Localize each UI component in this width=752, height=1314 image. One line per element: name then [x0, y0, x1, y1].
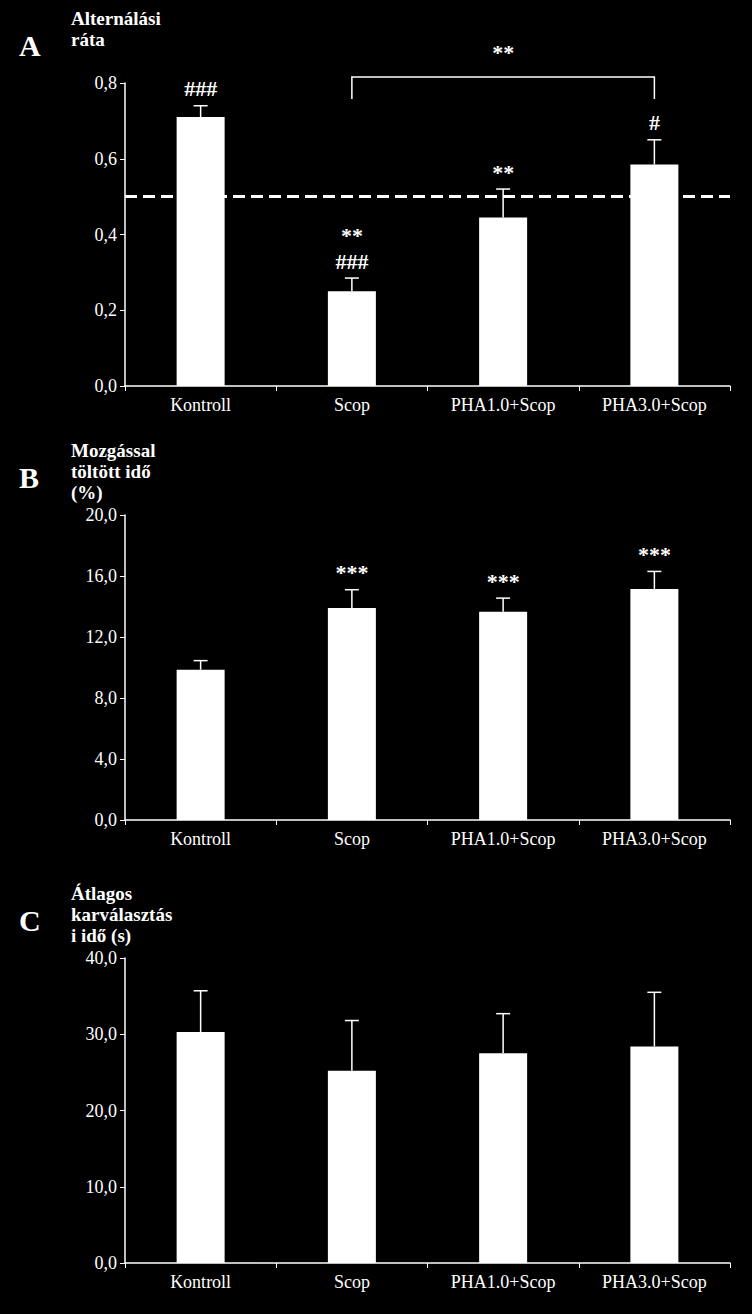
svg-text:###: ###: [184, 76, 217, 101]
svg-text:4,0: 4,0: [95, 749, 118, 769]
svg-text:(%): (%): [71, 482, 103, 504]
svg-text:PHA1.0+Scop: PHA1.0+Scop: [451, 829, 556, 849]
svg-text:Scop: Scop: [334, 395, 370, 415]
svg-text:12,0: 12,0: [86, 627, 118, 647]
svg-text:0,4: 0,4: [95, 225, 118, 245]
svg-text:8,0: 8,0: [95, 688, 118, 708]
svg-text:###: ###: [335, 249, 368, 274]
svg-text:Kontroll: Kontroll: [170, 1272, 231, 1292]
svg-text:C: C: [19, 904, 41, 937]
svg-text:#: #: [649, 110, 660, 135]
svg-text:0,2: 0,2: [95, 300, 118, 320]
svg-text:A: A: [19, 29, 41, 62]
svg-text:20,0: 20,0: [86, 505, 118, 525]
svg-text:40,0: 40,0: [86, 948, 118, 968]
svg-text:PHA1.0+Scop: PHA1.0+Scop: [451, 1272, 556, 1292]
svg-text:0,8: 0,8: [95, 73, 118, 93]
svg-text:10,0: 10,0: [86, 1177, 118, 1197]
svg-text:PHA1.0+Scop: PHA1.0+Scop: [451, 395, 556, 415]
svg-text:Kontroll: Kontroll: [170, 395, 231, 415]
svg-text:16,0: 16,0: [86, 566, 118, 586]
svg-text:i idő (s): i idő (s): [71, 925, 131, 947]
svg-text:**: **: [492, 160, 514, 185]
svg-text:PHA3.0+Scop: PHA3.0+Scop: [602, 395, 707, 415]
svg-text:karválasztás: karválasztás: [71, 904, 172, 925]
svg-text:PHA3.0+Scop: PHA3.0+Scop: [602, 1272, 707, 1292]
svg-text:B: B: [19, 461, 39, 494]
svg-text:**: **: [341, 223, 363, 248]
svg-text:***: ***: [638, 542, 671, 567]
svg-text:Alternálási: Alternálási: [71, 8, 165, 29]
svg-text:30,0: 30,0: [86, 1024, 118, 1044]
svg-text:Scop: Scop: [334, 1272, 370, 1292]
svg-text:Scop: Scop: [334, 829, 370, 849]
svg-text:0,0: 0,0: [95, 1253, 118, 1273]
svg-text:töltött idő: töltött idő: [71, 461, 155, 482]
svg-text:Átlagos: Átlagos: [71, 883, 137, 904]
svg-text:ráta: ráta: [71, 29, 105, 50]
svg-text:20,0: 20,0: [86, 1101, 118, 1121]
svg-text:0,0: 0,0: [95, 376, 118, 396]
svg-text:**: **: [492, 40, 514, 65]
svg-text:Kontroll: Kontroll: [170, 829, 231, 849]
svg-text:0,6: 0,6: [95, 149, 118, 169]
svg-text:0,0: 0,0: [95, 810, 118, 830]
svg-text:Mozgással: Mozgással: [71, 440, 160, 461]
svg-text:***: ***: [487, 569, 520, 594]
svg-text:***: ***: [335, 560, 368, 585]
svg-text:PHA3.0+Scop: PHA3.0+Scop: [602, 829, 707, 849]
